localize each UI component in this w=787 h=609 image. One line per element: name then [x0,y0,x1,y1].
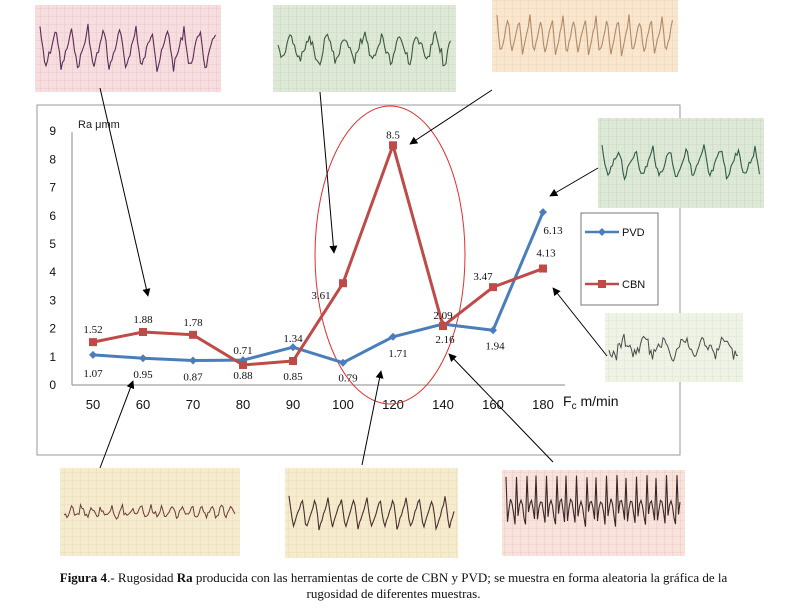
roughness-sample-top-center [273,5,456,92]
data-point-cbn [539,264,547,273]
data-label-cbn: 3.47 [473,271,493,283]
x-tick-label: 70 [186,397,200,412]
x-tick-label: 50 [86,397,100,412]
x-tick-label: 120 [382,397,404,412]
series-group [89,141,547,369]
data-label-cbn: 8.5 [386,129,400,141]
data-label-cbn: 4.13 [536,248,556,260]
data-label-cbn: 0.71 [233,345,252,357]
y-axis-label: Ra μmm [78,119,120,131]
data-label-pvd: 1.94 [485,340,505,352]
data-point-cbn [289,357,297,366]
data-label-pvd: 1.34 [283,333,303,345]
data-label-pvd: 0.79 [338,373,358,385]
y-tick-label: 2 [49,322,56,336]
highlight-ellipse [314,105,466,405]
y-tick-label: 9 [49,124,56,138]
caption-line-1: Figura 4.- Rugosidad Ra producida con la… [0,570,787,586]
roughness-sample-right-lower [605,313,743,382]
legend-pvd-marker [598,228,606,236]
point-labels: 1.07 0.95 0.87 0.88 1.34 0.79 1.71 2.16 1.94 6.13… [83,129,563,384]
data-label-pvd: 0.87 [183,371,203,383]
roughness-sample-top-right [492,0,678,72]
arrow-sample-top-left [99,87,151,297]
y-tick-label: 3 [49,293,56,307]
x-tick-label: 140 [432,397,454,412]
data-label-pvd: 0.95 [133,369,153,381]
data-point-cbn [489,283,497,292]
data-point-pvd [189,356,197,365]
series-line-pvd [92,211,545,365]
x-tick-label: 180 [532,397,554,412]
data-point-cbn [389,141,397,150]
data-label-cbn: 1.52 [83,324,102,336]
data-point-cbn [139,327,147,336]
x-tick-label: 90 [286,397,300,412]
data-point-pvd [539,208,547,217]
arrow-sample-bottom-left [99,380,135,469]
legend-cbn-label: CBN [622,279,645,291]
legend-pvd-label: PVD [622,227,645,239]
y-tick-label: 0 [49,378,56,392]
arrow-sample-right-lower [552,287,608,357]
data-label-pvd: 2.16 [435,334,455,346]
data-point-cbn [339,279,347,288]
arrow-sample-right-upper [549,167,599,197]
legend-cbn-marker [598,280,606,288]
legend-box [580,212,659,306]
roughness-sample-top-left [35,5,221,92]
caption-text-1: .- Rugosidad [107,570,177,585]
x-tick-label: 60 [136,397,150,412]
series-line-cbn [92,143,544,367]
data-point-pvd [389,332,397,341]
roughness-sample-right-upper [598,118,764,208]
roughness-sample-bottom-center [285,468,458,558]
data-point-cbn [89,338,97,347]
roughness-sample-bottom-right [502,470,685,556]
arrow-sample-top-right [409,89,493,145]
x-axis-label-subscript: c [572,401,577,412]
data-label-cbn: 3.61 [311,290,330,302]
data-point-cbn [189,330,197,339]
data-label-pvd: 6.13 [543,225,563,237]
caption-figure-number: Figura 4 [59,570,108,585]
x-tick-label: 160 [482,397,504,412]
y-tick-label: 6 [49,209,56,223]
caption-line-2: rugosidad de diferentes muestras. [306,586,481,601]
y-tick-label: 1 [49,350,56,364]
data-label-pvd: 1.71 [388,348,407,360]
data-point-pvd [139,354,147,363]
roughness-sample-bottom-left [60,468,240,556]
data-point-cbn [239,360,247,369]
x-tick-labels: 50 60 70 80 90 100 120 140 160 180 [86,397,554,412]
data-point-pvd [339,358,347,367]
data-label-cbn: 1.78 [183,317,203,329]
data-label-cbn: 2.09 [433,310,453,322]
arrow-sample-bottom-right [448,353,554,463]
x-tick-label: 80 [236,397,250,412]
pointer-arrows [99,87,608,469]
data-point-pvd [89,350,97,359]
data-label-cbn: 0.85 [283,371,303,383]
caption-text-2: producida con las herramientas de corte … [192,570,728,585]
y-tick-label: 5 [49,237,56,251]
data-label-pvd: 1.07 [83,368,103,380]
y-tick-label: 4 [49,265,56,279]
data-point-pvd [489,326,497,335]
y-tick-label: 8 [49,152,56,166]
arrow-sample-top-center [319,91,338,254]
y-tick-label: 7 [49,181,56,195]
data-point-pvd [289,343,297,352]
x-axis-label: Fc m/min [563,393,619,412]
y-tick-labels: 0 1 2 3 4 5 6 7 8 9 [49,124,56,392]
x-tick-label: 100 [332,397,354,412]
data-label-pvd: 0.88 [233,370,253,382]
caption-ra: Ra [176,570,193,585]
arrow-sample-bottom-center [361,370,384,466]
data-label-cbn: 1.88 [133,314,153,326]
legend: PVD CBN [580,212,659,306]
figure-caption: Figura 4.- Rugosidad Ra producida con la… [0,570,787,602]
data-point-cbn [439,322,447,331]
